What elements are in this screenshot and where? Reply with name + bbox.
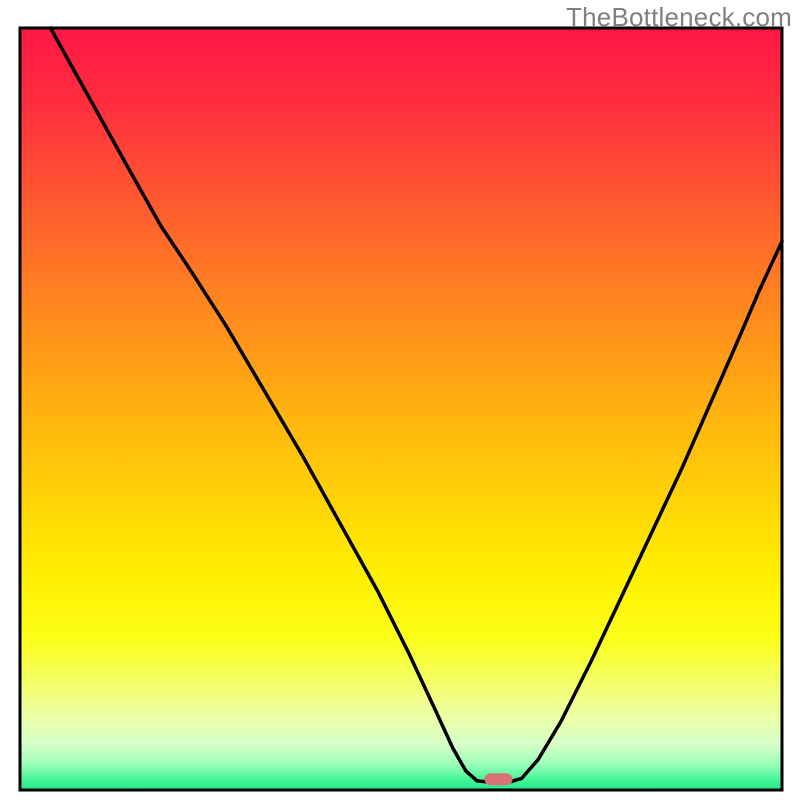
optimal-marker bbox=[485, 773, 513, 785]
gradient-background bbox=[20, 28, 782, 790]
plot-svg bbox=[0, 0, 800, 800]
chart-canvas: TheBottleneck.com bbox=[0, 0, 800, 800]
